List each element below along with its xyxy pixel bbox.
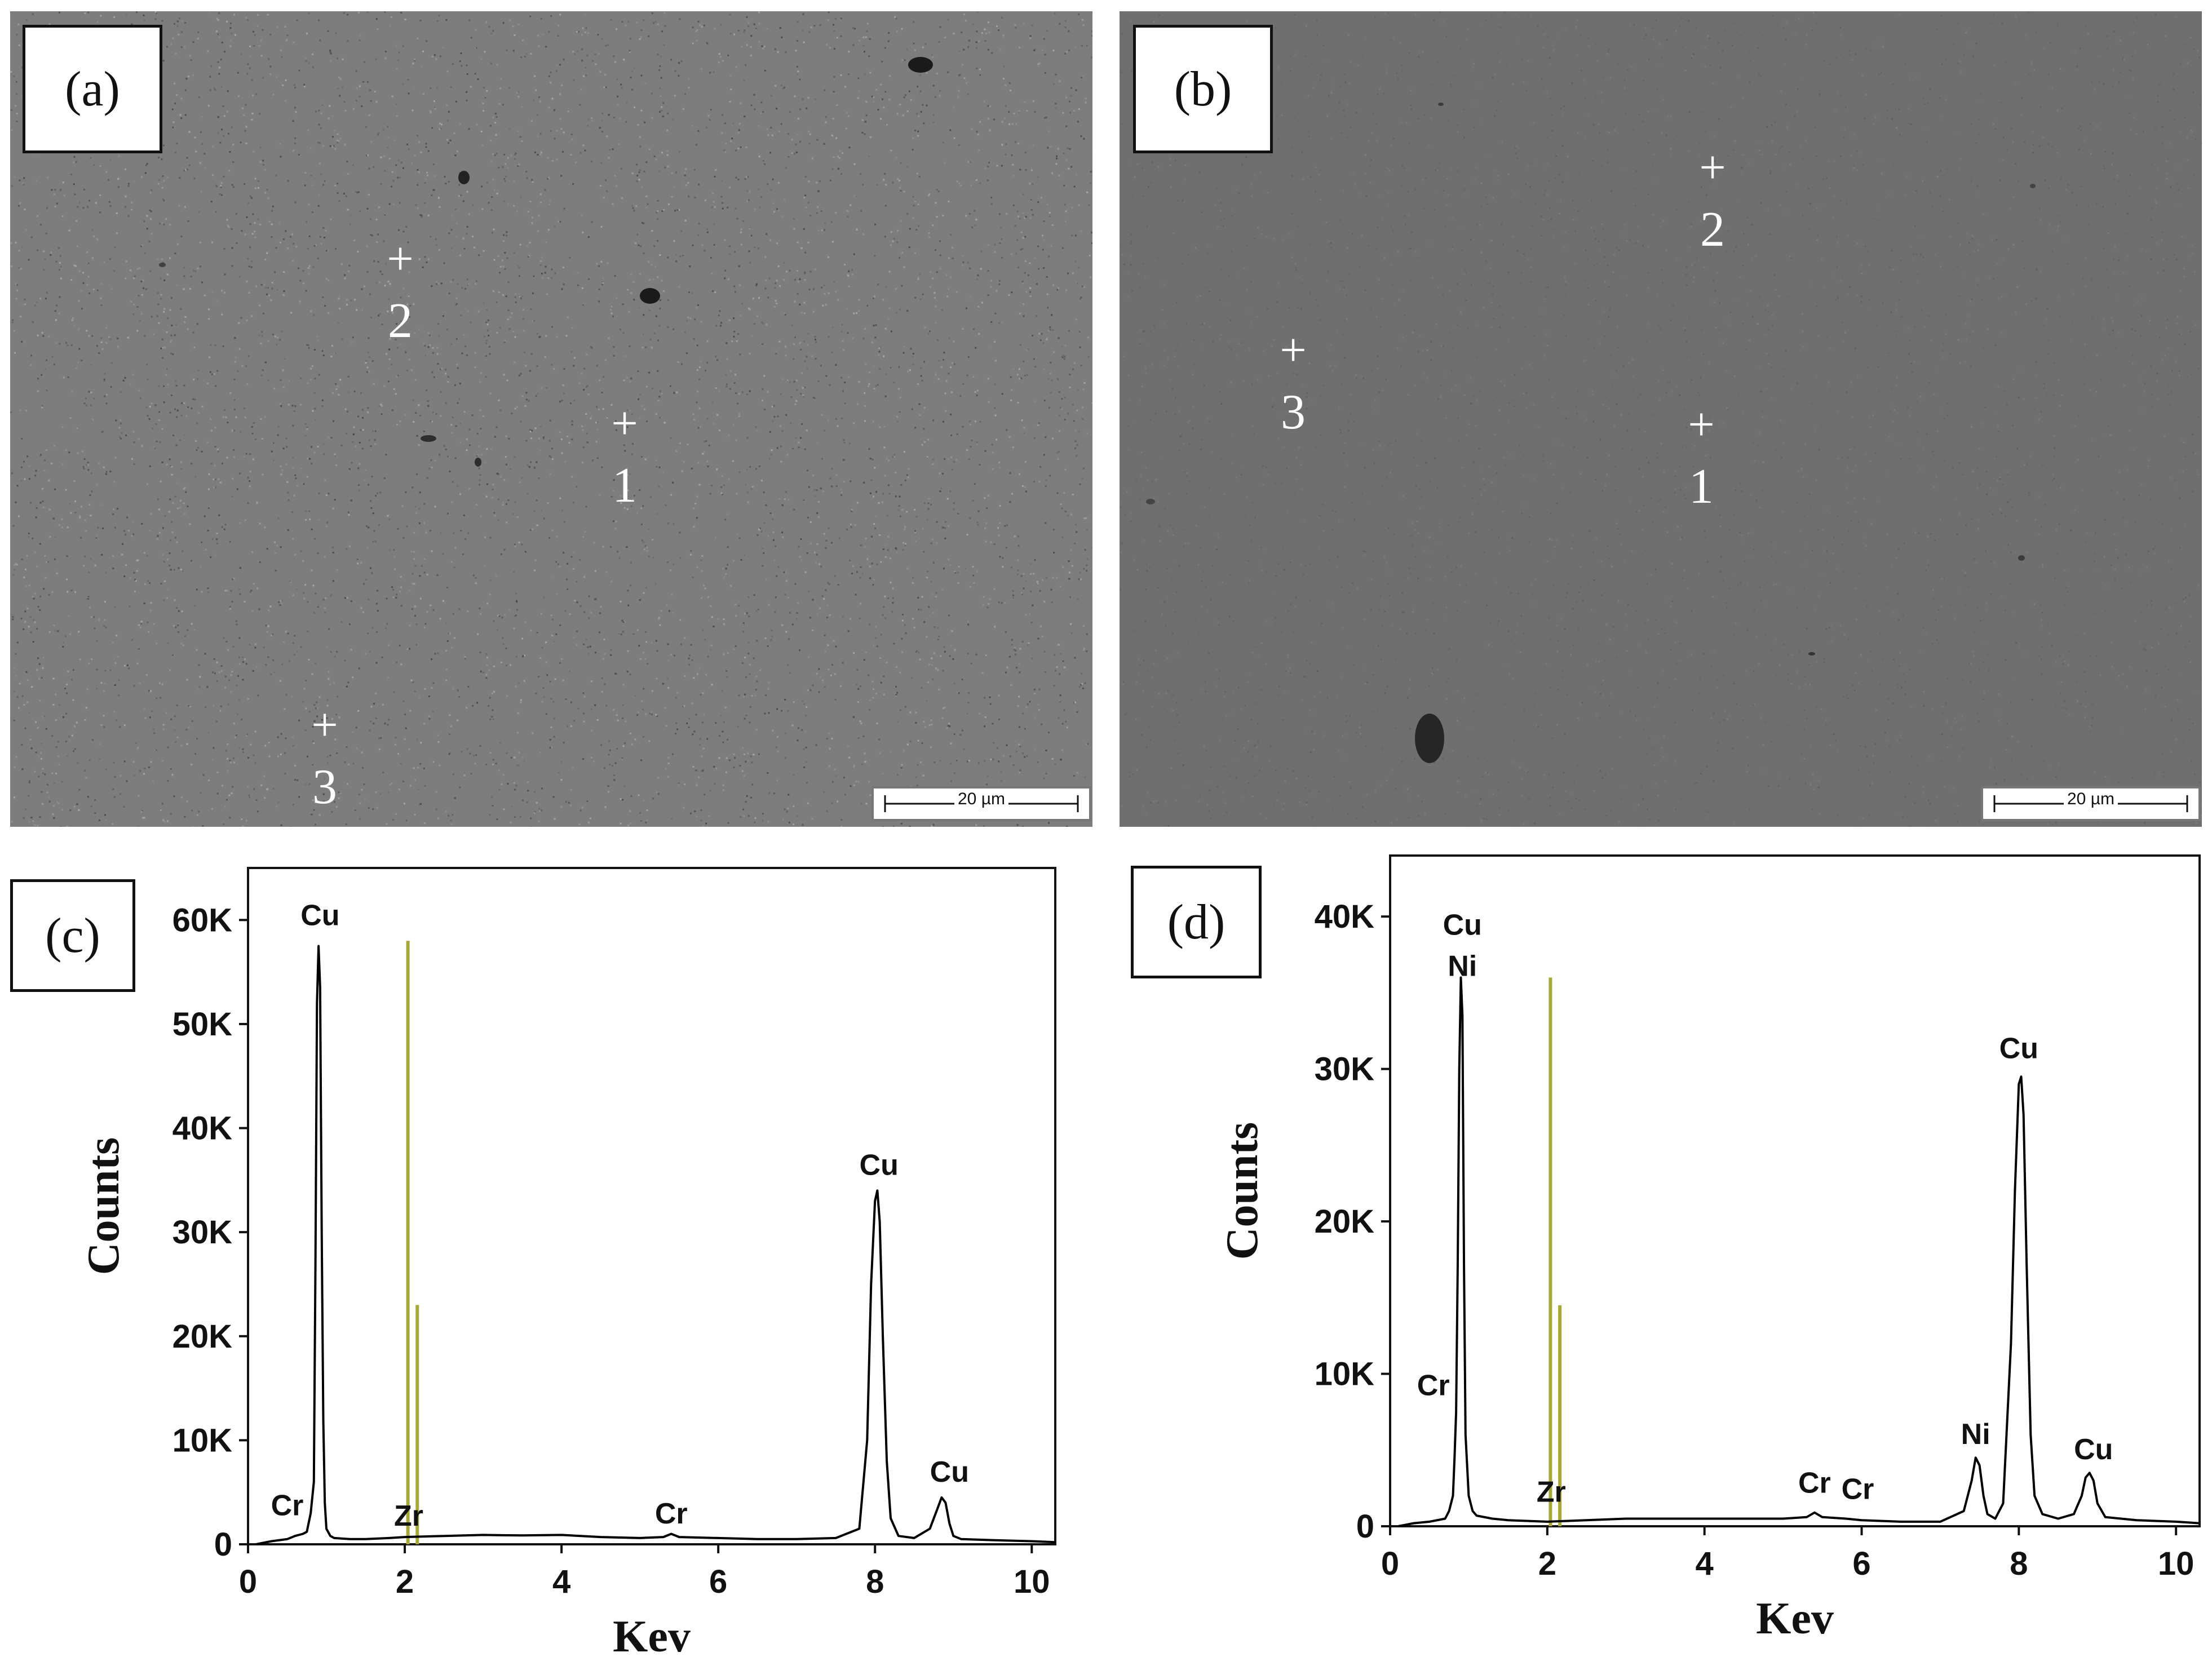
point-label-a-1: 1 xyxy=(612,458,637,513)
spectrum-line xyxy=(1397,976,2200,1527)
peak-label: Cr xyxy=(271,1489,304,1522)
plot-frame xyxy=(247,867,1056,1545)
y-tick-label: 30K xyxy=(1315,1051,1375,1088)
y-tick-label: 20K xyxy=(1315,1203,1375,1240)
y-tick-label: 10K xyxy=(172,1422,233,1459)
y-tick-label: 50K xyxy=(172,1006,233,1043)
spectrum-panel-c: 0 2 4 6 8 10 0 10K 20K 30K 40K 50K 60K Kev Counts Cu Cr Z… xyxy=(0,845,1106,1679)
x-tick-label: 2 xyxy=(1538,1545,1556,1582)
y-tick-label: 60K xyxy=(172,902,233,938)
scale-bar-a: 20 µm xyxy=(871,786,1091,821)
peak-label: Cu xyxy=(1999,1033,2038,1065)
point-marker-a-2: +2 xyxy=(366,236,434,349)
spectrum-chart-c: 0 2 4 6 8 10 0 10K 20K 30K 40K 50K 60K Kev Counts Cu Cr Z… xyxy=(79,867,1056,1662)
spectrum-panel-d: 0 2 4 6 8 10 0 10K 20K 30K 40K Kev Counts Cu Ni Cr Zr Cr C… xyxy=(1106,845,2212,1679)
panel-tag-c: (c) xyxy=(10,879,135,992)
point-label-a-2: 2 xyxy=(388,294,413,348)
x-tick-label: 8 xyxy=(866,1563,884,1600)
x-tick-label: 0 xyxy=(239,1563,257,1600)
point-marker-b-1: +1 xyxy=(1667,401,1735,515)
spectrum-line xyxy=(255,945,1056,1545)
x-tick-label: 6 xyxy=(1852,1545,1870,1582)
point-marker-a-1: +1 xyxy=(591,400,658,514)
peak-label: Cu xyxy=(930,1456,969,1488)
scale-bar-b: 20 µm xyxy=(1981,786,2201,821)
scale-label-b: 20 µm xyxy=(1983,790,2198,809)
x-tick-label: 4 xyxy=(552,1563,570,1600)
peak-label: Ni xyxy=(1961,1418,1990,1451)
peak-label: Cu xyxy=(300,900,339,932)
y-tick-label: 10K xyxy=(1315,1356,1375,1393)
point-marker-a-3: +3 xyxy=(291,702,359,816)
x-tick-label: 10 xyxy=(1014,1563,1050,1600)
peak-label: Ni xyxy=(1448,950,1477,983)
point-label-b-3: 3 xyxy=(1281,385,1306,440)
point-marker-b-3: +3 xyxy=(1259,327,1327,441)
peak-label: Cu xyxy=(1443,909,1482,942)
point-marker-b-2: +2 xyxy=(1679,144,1746,258)
peak-label: Zr xyxy=(394,1500,423,1532)
y-tick-label: 20K xyxy=(172,1318,233,1355)
peak-label: Cr xyxy=(1842,1473,1874,1505)
y-tick-label: 0 xyxy=(214,1526,232,1563)
sem-image-a: (a) +1 +2 +3 20 µm xyxy=(10,11,1092,827)
panel-tag-a: (a) xyxy=(23,25,162,153)
sem-image-b: (b) +1 +2 +3 20 µm xyxy=(1120,11,2202,827)
x-tick-label: 10 xyxy=(2158,1545,2195,1582)
panel-tag-b: (b) xyxy=(1133,25,1273,153)
panel-tag-d: (d) xyxy=(1131,866,1262,978)
x-tick-label: 2 xyxy=(396,1563,414,1600)
y-tick-label: 30K xyxy=(172,1214,233,1251)
x-axis-title: Kev xyxy=(613,1612,691,1662)
peak-label: Cr xyxy=(1798,1467,1831,1500)
plot-frame xyxy=(1389,854,2201,1527)
spectrum-chart-d: 0 2 4 6 8 10 0 10K 20K 30K 40K Kev Counts Cu Ni Cr Zr Cr C… xyxy=(1218,854,2201,1643)
peak-label: Cu xyxy=(860,1149,899,1182)
y-axis-title: Counts xyxy=(79,1137,129,1275)
x-axis-title: Kev xyxy=(1756,1594,1834,1643)
x-tick-label: 4 xyxy=(1696,1545,1714,1582)
peak-label: Cu xyxy=(2074,1433,2113,1466)
y-tick-label: 40K xyxy=(1315,898,1375,935)
x-tick-label: 8 xyxy=(2010,1545,2028,1582)
sem-texture-a xyxy=(10,11,1092,827)
y-tick-label: 40K xyxy=(172,1110,233,1147)
point-label-b-1: 1 xyxy=(1689,459,1714,514)
y-tick-label: 0 xyxy=(1356,1508,1374,1545)
peak-label: Zr xyxy=(1537,1476,1566,1509)
sem-texture-b xyxy=(1120,11,2202,827)
peak-label: Cr xyxy=(1417,1369,1450,1402)
x-tick-label: 0 xyxy=(1381,1545,1399,1582)
scale-label-a: 20 µm xyxy=(874,790,1089,809)
peak-label: Cr xyxy=(655,1498,688,1530)
point-label-a-3: 3 xyxy=(312,760,337,814)
y-axis-title: Counts xyxy=(1218,1122,1267,1260)
x-tick-label: 6 xyxy=(709,1563,727,1600)
point-label-b-2: 2 xyxy=(1700,202,1725,257)
